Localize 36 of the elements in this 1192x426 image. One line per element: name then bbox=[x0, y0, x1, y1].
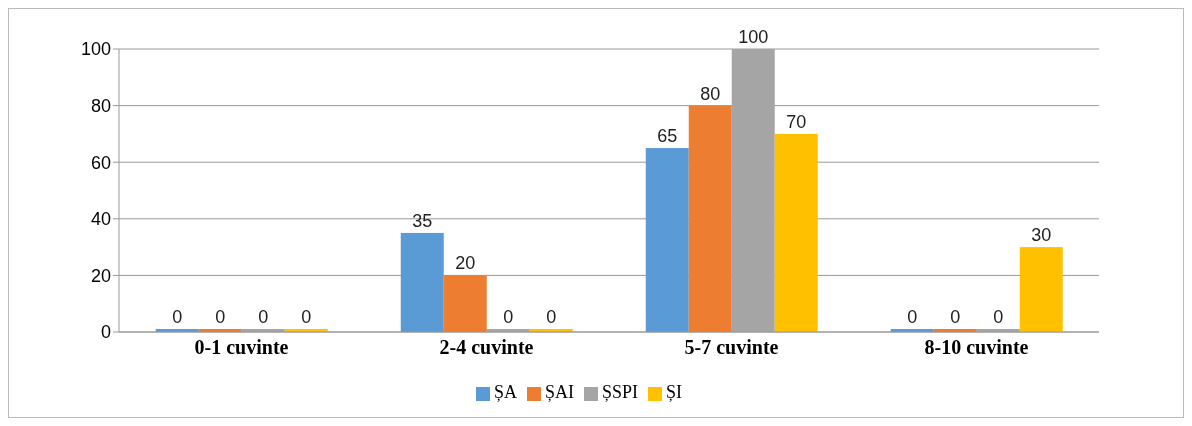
data-label: 0 bbox=[258, 307, 269, 327]
y-tick-label: 0 bbox=[100, 322, 111, 343]
x-tick-label: 8-10 cuvinte bbox=[924, 336, 1029, 359]
bar bbox=[645, 148, 689, 332]
data-label: 0 bbox=[950, 307, 961, 327]
data-label: 30 bbox=[1031, 225, 1052, 246]
y-tick-label: 20 bbox=[90, 265, 111, 286]
y-tick-label: 60 bbox=[90, 152, 111, 173]
data-label: 0 bbox=[546, 307, 557, 327]
x-tick-label: 5-7 cuvinte bbox=[684, 336, 779, 359]
data-label: 20 bbox=[455, 253, 476, 274]
bar bbox=[1019, 247, 1063, 332]
data-label: 65 bbox=[657, 126, 678, 147]
bar bbox=[400, 232, 444, 332]
data-label: 0 bbox=[172, 307, 183, 327]
y-tick-label: 80 bbox=[90, 95, 111, 116]
x-tick-label: 0-1 cuvinte bbox=[194, 336, 289, 359]
bar bbox=[688, 105, 732, 332]
bar bbox=[774, 133, 818, 332]
data-label: 70 bbox=[786, 111, 807, 132]
y-tick-label: 40 bbox=[90, 209, 111, 230]
legend-label: ȘI bbox=[666, 382, 683, 402]
data-label: 0 bbox=[301, 307, 312, 327]
data-label: 0 bbox=[215, 307, 226, 327]
data-label: 0 bbox=[907, 307, 918, 327]
data-label: 100 bbox=[738, 27, 769, 47]
bar bbox=[443, 275, 487, 332]
data-label: 0 bbox=[993, 307, 1004, 327]
data-label: 80 bbox=[700, 83, 721, 104]
legend-label: ȘSPI bbox=[601, 382, 639, 402]
legend-label: ȘA bbox=[493, 382, 517, 402]
y-tick-label: 100 bbox=[80, 39, 111, 60]
x-tick-label: 2-4 cuvinte bbox=[439, 336, 534, 359]
legend-label: ȘAI bbox=[544, 382, 574, 402]
data-label: 0 bbox=[503, 307, 514, 327]
data-label: 35 bbox=[412, 210, 433, 231]
